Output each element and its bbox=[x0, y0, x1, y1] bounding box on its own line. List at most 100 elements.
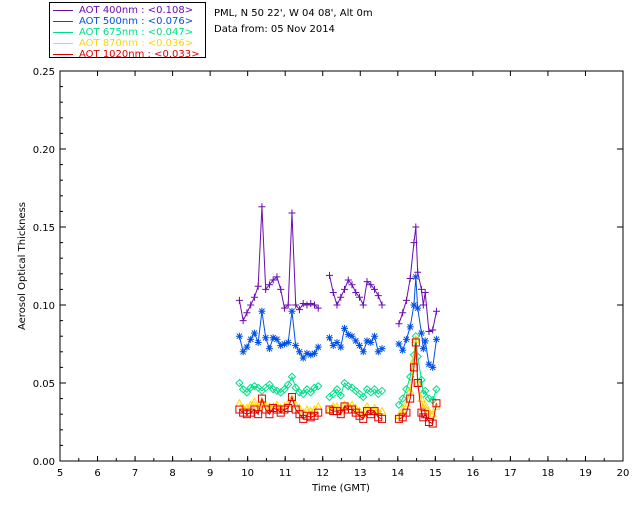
data-point-plus bbox=[425, 328, 433, 336]
legend-label-870nm: AOT 870nm : <0.036> bbox=[79, 38, 194, 49]
series-0 bbox=[235, 203, 440, 336]
x-tick-label: 17 bbox=[504, 468, 517, 479]
y-tick-label: 0.10 bbox=[33, 301, 55, 312]
data-point-diamond bbox=[413, 352, 422, 361]
data-point-plus bbox=[329, 289, 337, 297]
data-point-square bbox=[402, 408, 411, 417]
data-point-diamond bbox=[280, 385, 289, 394]
legend-label-400nm: AOT 400nm : <0.108> bbox=[79, 5, 194, 16]
data-point-diamond bbox=[432, 385, 441, 394]
legend-swatch bbox=[53, 21, 73, 22]
data-point-asterisk bbox=[288, 307, 296, 315]
x-axis-title: Time (GMT) bbox=[311, 483, 370, 494]
data-point-plus bbox=[269, 276, 277, 284]
data-point-plus bbox=[239, 317, 247, 325]
data-point-diamond bbox=[419, 389, 428, 399]
data-point-square bbox=[314, 408, 323, 417]
data-point-square bbox=[336, 410, 345, 419]
data-point-asterisk bbox=[284, 338, 292, 346]
legend-label-675nm: AOT 675nm : <0.047> bbox=[79, 27, 194, 38]
data-point-plus bbox=[307, 299, 315, 307]
legend-swatch bbox=[53, 32, 73, 33]
data-point-plus bbox=[280, 304, 288, 312]
x-tick-label: 10 bbox=[241, 468, 254, 479]
data-point-asterisk bbox=[239, 348, 247, 356]
data-point-asterisk bbox=[429, 363, 437, 371]
data-point-square bbox=[411, 338, 420, 347]
data-point-diamond bbox=[377, 386, 387, 396]
data-point-asterisk bbox=[432, 335, 440, 343]
x-tick-label: 14 bbox=[391, 468, 404, 479]
data-point-plus bbox=[356, 293, 364, 301]
data-point-square bbox=[421, 410, 430, 419]
data-point-asterisk bbox=[280, 340, 288, 348]
series-line bbox=[238, 206, 319, 323]
legend-swatch bbox=[53, 54, 73, 55]
data-point-asterisk bbox=[410, 301, 418, 309]
data-point-square bbox=[378, 414, 387, 423]
data-point-plus bbox=[395, 320, 403, 328]
data-point-plus bbox=[341, 285, 349, 293]
data-point-diamond bbox=[370, 385, 379, 394]
y-tick-label: 0.15 bbox=[33, 223, 55, 234]
data-point-asterisk bbox=[341, 324, 349, 332]
y-tick-label: 0.20 bbox=[33, 145, 55, 156]
data-point-asterisk bbox=[344, 331, 352, 339]
data-point-plus bbox=[359, 301, 367, 309]
x-tick-label: 16 bbox=[466, 468, 479, 479]
x-tick-label: 9 bbox=[207, 468, 213, 479]
data-point-asterisk bbox=[258, 307, 266, 315]
data-point-plus bbox=[265, 281, 273, 289]
data-point-plus bbox=[421, 289, 429, 297]
data-point-triangle bbox=[235, 398, 244, 407]
data-point-asterisk bbox=[356, 342, 364, 350]
legend-item-1020nm: AOT 1020nm : <0.033> bbox=[53, 49, 199, 60]
data-point-plus bbox=[250, 293, 258, 301]
data-point-diamond bbox=[332, 385, 342, 394]
data-point-plus bbox=[363, 278, 371, 286]
data-point-plus bbox=[303, 301, 311, 309]
x-tick-label: 12 bbox=[316, 468, 329, 479]
data-point-asterisk bbox=[399, 346, 407, 354]
data-point-plus bbox=[254, 282, 262, 290]
data-point-plus bbox=[412, 223, 420, 231]
data-point-plus bbox=[399, 309, 407, 317]
series-1 bbox=[235, 273, 440, 371]
data-point-plus bbox=[378, 301, 386, 309]
data-point-asterisk bbox=[247, 335, 255, 343]
station-info: PML, N 50 22', W 04 08', Alt 0m bbox=[214, 8, 373, 19]
data-point-square bbox=[359, 414, 368, 423]
data-point-plus bbox=[299, 299, 307, 307]
data-point-asterisk bbox=[307, 351, 315, 359]
x-tick-label: 15 bbox=[429, 468, 442, 479]
data-point-diamond bbox=[246, 383, 255, 392]
data-point-plus bbox=[243, 309, 251, 317]
y-axis-title: Aerosol Optical Thickness bbox=[17, 202, 28, 330]
data-point-asterisk bbox=[337, 343, 345, 351]
data-point-plus bbox=[292, 301, 300, 309]
data-point-plus bbox=[374, 292, 382, 300]
data-point-asterisk bbox=[412, 273, 420, 281]
data-point-plus bbox=[333, 301, 341, 309]
data-point-triangle bbox=[287, 394, 297, 402]
x-tick-label: 13 bbox=[354, 468, 367, 479]
data-point-asterisk bbox=[374, 348, 382, 356]
legend-item-500nm: AOT 500nm : <0.076> bbox=[53, 16, 193, 27]
series-line bbox=[239, 395, 319, 420]
data-point-asterisk bbox=[250, 329, 258, 337]
data-point-asterisk bbox=[292, 342, 300, 350]
data-point-diamond bbox=[398, 394, 407, 403]
data-point-asterisk bbox=[402, 335, 410, 343]
data-point-square bbox=[257, 394, 266, 403]
data-point-asterisk bbox=[299, 354, 307, 362]
series-4 bbox=[235, 338, 441, 428]
data-point-diamond bbox=[310, 383, 319, 392]
x-tick-label: 18 bbox=[542, 468, 555, 479]
data-point-triangle bbox=[420, 400, 430, 409]
data-point-asterisk bbox=[348, 332, 356, 340]
data-point-asterisk bbox=[352, 337, 360, 345]
data-point-triangle bbox=[257, 397, 267, 406]
data-point-triangle bbox=[250, 397, 259, 406]
data-point-asterisk bbox=[359, 348, 367, 356]
